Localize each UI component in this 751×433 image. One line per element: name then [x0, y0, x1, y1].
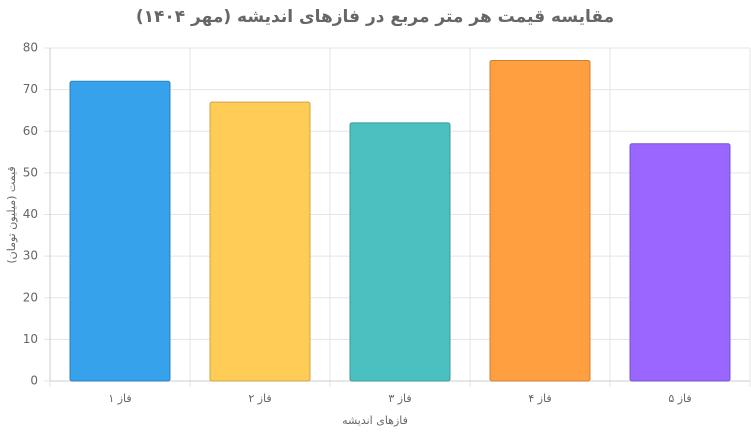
y-tick-label: 20: [23, 290, 38, 304]
x-tick-label: فاز ۱: [108, 392, 131, 405]
bar: [209, 101, 311, 382]
x-tick-label: فاز ۳: [388, 392, 411, 405]
y-tick-label: 50: [23, 165, 38, 179]
y-tick-label: 80: [23, 41, 38, 55]
y-tick-label: 10: [23, 332, 38, 346]
bar: [69, 80, 171, 382]
y-tick-label: 40: [23, 207, 38, 221]
x-tick-label: فاز ۲: [248, 392, 271, 405]
y-tick-label: 0: [30, 374, 38, 388]
y-tick-label: 60: [23, 124, 38, 138]
bar: [489, 59, 591, 382]
bar: [629, 143, 731, 382]
chart-title: مقایسه قیمت هر متر مربع در فازهای اندیشه…: [136, 7, 614, 27]
x-tick-label: فاز ۴: [528, 392, 551, 405]
y-axis-title: قیمت (میلیون تومان): [5, 166, 18, 263]
y-tick-label: 70: [23, 82, 38, 96]
bar: [349, 122, 451, 382]
x-axis-title: فازهای اندیشه: [342, 414, 408, 427]
x-tick-label: فاز ۵: [668, 392, 691, 405]
y-tick-label: 30: [23, 249, 38, 263]
